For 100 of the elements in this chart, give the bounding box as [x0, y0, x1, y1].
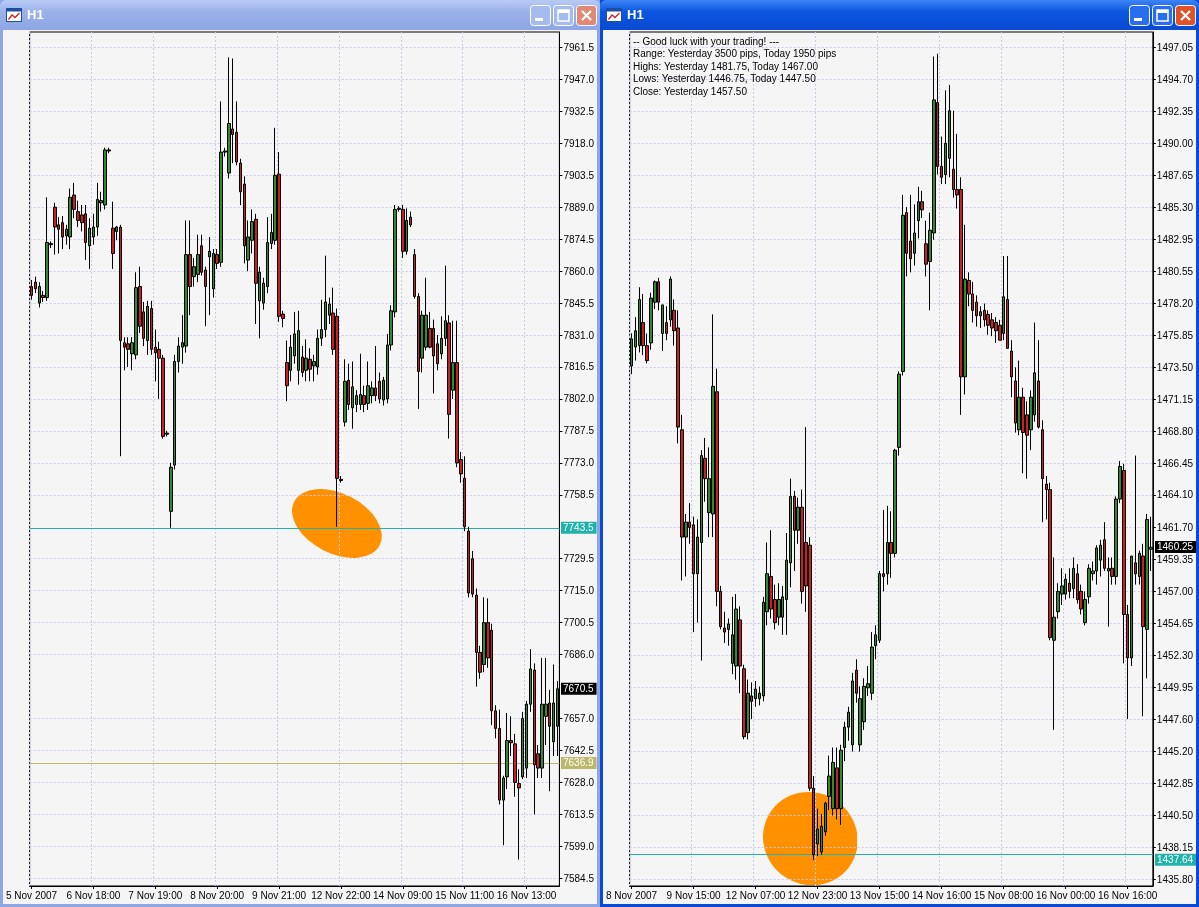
y-tick-label: 1440.50: [1156, 809, 1194, 821]
y-tick-label: 7961.5: [563, 41, 595, 53]
candlestick: [68, 187, 72, 250]
candlestick: [351, 360, 354, 430]
y-tick-label: 1457.00: [1156, 585, 1194, 597]
candlestick: [831, 747, 835, 816]
candlestick: [126, 336, 130, 368]
y-tick-label: 7845.5: [563, 297, 595, 309]
y-tick-label: 7831.0: [563, 329, 595, 341]
y-tick-label: 7918.0: [563, 137, 595, 149]
y-tick-label: 1471.15: [1156, 393, 1194, 405]
x-tick-label: 15 Nov 08:00: [973, 889, 1034, 901]
candlestick: [909, 194, 912, 273]
y-tick-label: 1442.85: [1156, 777, 1194, 789]
candlestick: [38, 281, 41, 308]
annotation: Range: Yesterday 3500 pips, Today 1950 pips: [633, 48, 837, 59]
x-tick-label: 12 Nov 22:00: [311, 889, 372, 901]
annotation: Lows: Yesterday 1446.75, Today 1447.50: [633, 73, 817, 84]
y-tick-label: 1461.70: [1156, 522, 1194, 534]
x-tick-label: 9 Nov 21:00: [252, 889, 307, 901]
y-tick-label: 7903.5: [563, 169, 595, 181]
y-tick-label: 7816.5: [563, 361, 595, 373]
candlestick: [467, 526, 470, 598]
y-tick-label: 1438.15: [1156, 841, 1194, 853]
y-tick-label: 7787.5: [563, 425, 595, 437]
candlestick: [227, 56, 231, 180]
candlestick: [297, 310, 300, 386]
y-tick-label: 1490.00: [1156, 137, 1194, 149]
candlestick: [123, 336, 126, 371]
x-tick-label: 16 Nov 13:00: [496, 889, 557, 901]
y-tick-label: 7715.0: [563, 585, 595, 597]
candlestick: [723, 611, 726, 644]
x-tick-label: 14 Nov 09:00: [373, 889, 433, 901]
y-tick-label: 7642.5: [563, 744, 595, 756]
x-tick-label: 6 Nov 18:00: [66, 889, 121, 901]
candlestick: [1010, 339, 1013, 398]
y-tick-label: 1449.95: [1156, 681, 1194, 693]
candlestick: [540, 657, 544, 779]
candlestick: [994, 316, 998, 344]
x-tick-label: 12 Nov 23:00: [787, 889, 848, 901]
chart-title: H1: [27, 7, 44, 22]
x-tick-label: 14 Nov 16:00: [911, 889, 972, 901]
candlestick: [45, 196, 49, 302]
y-tick-label: 1480.55: [1156, 266, 1194, 278]
y-tick-label: 7802.0: [563, 393, 595, 405]
y-tick-label: 7686.0: [563, 649, 595, 661]
x-tick-label: 13 Nov 15:00: [849, 889, 910, 901]
y-tick-label: 1466.45: [1156, 457, 1194, 469]
y-tick-label: 7860.0: [563, 265, 595, 277]
candlestick: [208, 236, 211, 316]
y-tick-label: 1482.95: [1156, 233, 1194, 245]
y-tick-label: 1473.50: [1156, 361, 1194, 373]
text: 7670.5: [563, 683, 595, 695]
annotation: Highs: Yesterday 1481.75, Today 1467.00: [633, 60, 819, 72]
y-tick-label: 7729.5: [563, 553, 595, 565]
y-tick-label: 7874.5: [563, 233, 595, 245]
y-tick-label: 7628.0: [563, 776, 595, 788]
y-tick-label: 1497.05: [1156, 42, 1194, 54]
candlestick: [1041, 419, 1044, 523]
candlestick: [374, 345, 377, 402]
candlestick: [103, 147, 107, 210]
candlestick: [1095, 544, 1098, 586]
candlestick: [304, 338, 308, 382]
y-tick-label: 7758.5: [563, 489, 595, 501]
y-tick-label: 7947.0: [563, 73, 595, 85]
y-tick-label: 1435.80: [1156, 873, 1194, 885]
candlestick: [343, 358, 347, 427]
y-tick-label: 1475.85: [1156, 329, 1194, 341]
candlestick: [196, 234, 200, 283]
y-tick-label: 1487.65: [1156, 169, 1194, 181]
candlestick: [463, 455, 466, 532]
candlestick: [401, 204, 405, 259]
candlestick: [53, 202, 57, 256]
x-tick-label: 16 Nov 16:00: [1097, 889, 1158, 901]
text: 1460.25: [1157, 541, 1194, 553]
candlestick: [405, 207, 408, 256]
y-tick-label: 7773.0: [563, 457, 595, 469]
y-tick-label: 7889.0: [563, 201, 595, 213]
y-tick-label: 1459.35: [1156, 553, 1194, 565]
x-tick-label: 15 Nov 11:00: [435, 889, 495, 901]
candlestick: [359, 353, 362, 411]
annotation: Close: Yesterday 1457.50: [633, 85, 748, 97]
y-tick-label: 1478.20: [1156, 298, 1194, 310]
candlestick: [111, 201, 115, 270]
y-tick-label: 7657.0: [563, 713, 595, 725]
y-tick-label: 1452.30: [1156, 649, 1194, 661]
ref-line-label: 7636.9: [563, 757, 595, 769]
y-tick-label: 1494.70: [1156, 74, 1194, 86]
y-tick-label: 7700.5: [563, 617, 595, 629]
y-tick-label: 1445.20: [1156, 746, 1194, 758]
y-tick-label: 1468.80: [1156, 425, 1194, 437]
ref-line-label: 1437.64: [1157, 854, 1194, 866]
ref-line-label: 7743.5: [563, 522, 595, 534]
candlestick: [119, 224, 122, 457]
x-tick-label: 9 Nov 15:00: [666, 889, 721, 901]
x-tick-label: 8 Nov 20:00: [190, 889, 245, 901]
chart-title: H1: [627, 7, 644, 22]
x-tick-label: 16 Nov 00:00: [1035, 889, 1096, 901]
x-tick-label: 5 Nov 2007: [5, 889, 58, 901]
y-tick-label: 7584.5: [563, 872, 595, 884]
